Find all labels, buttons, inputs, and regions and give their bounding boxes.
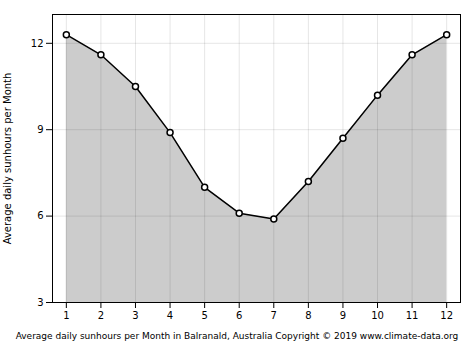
svg-text:2: 2: [98, 310, 104, 321]
html-text:Average daily sunhours per Mon: Average daily sunhours per Month in Balr…: [15, 331, 459, 341]
svg-text:6: 6: [37, 210, 43, 221]
svg-text:5: 5: [201, 310, 207, 321]
svg-text:4: 4: [167, 310, 173, 321]
svg-text:9: 9: [37, 124, 43, 135]
svg-text:6: 6: [236, 310, 242, 321]
svg-text:12: 12: [31, 38, 44, 49]
svg-text:9: 9: [340, 310, 346, 321]
svg-text:3: 3: [132, 310, 138, 321]
svg-text:Average daily sunhours per Mon: Average daily sunhours per Month: [2, 73, 13, 245]
svg-text:7: 7: [271, 310, 277, 321]
svg-text:12: 12: [440, 310, 453, 321]
svg-text:10: 10: [371, 310, 384, 321]
svg-text:11: 11: [406, 310, 419, 321]
svg-text:8: 8: [305, 310, 311, 321]
svg-text:3: 3: [37, 297, 43, 308]
svg-text:1: 1: [63, 310, 69, 321]
